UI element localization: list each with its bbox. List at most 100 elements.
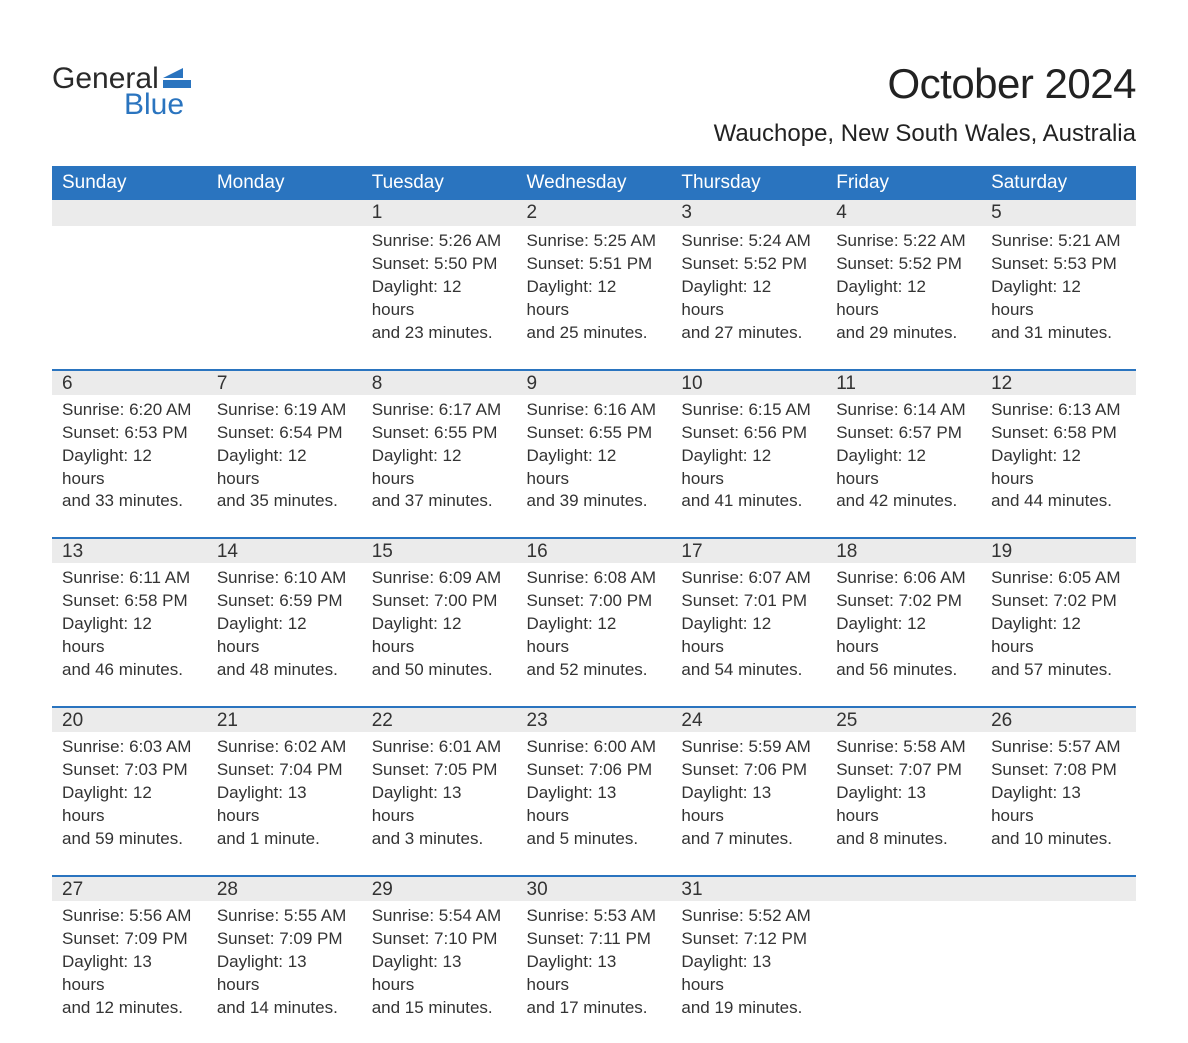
logo-word-blue: Blue	[124, 90, 191, 120]
day-number: 2	[517, 200, 672, 226]
calendar-cell: 20Sunrise: 6:03 AMSunset: 7:03 PMDayligh…	[52, 706, 207, 875]
day-day2: and 39 minutes.	[527, 490, 662, 513]
day-day2: and 56 minutes.	[836, 659, 971, 682]
day-sunrise: Sunrise: 6:16 AM	[527, 399, 662, 422]
day-sunrise: Sunrise: 6:07 AM	[681, 567, 816, 590]
day-day1: Daylight: 13 hours	[217, 782, 352, 828]
day-sunrise: Sunrise: 6:15 AM	[681, 399, 816, 422]
day-day1: Daylight: 12 hours	[62, 445, 197, 491]
day-number: 8	[362, 369, 517, 395]
day-day1: Daylight: 12 hours	[836, 445, 971, 491]
day-number: 16	[517, 537, 672, 563]
day-body: Sunrise: 5:25 AMSunset: 5:51 PMDaylight:…	[517, 226, 672, 369]
day-day2: and 27 minutes.	[681, 322, 816, 345]
day-body: Sunrise: 6:09 AMSunset: 7:00 PMDaylight:…	[362, 563, 517, 706]
day-day2: and 37 minutes.	[372, 490, 507, 513]
calendar-cell: 9 Sunrise: 6:16 AMSunset: 6:55 PMDaylight…	[517, 369, 672, 538]
calendar-cell: 23Sunrise: 6:00 AMSunset: 7:06 PMDayligh…	[517, 706, 672, 875]
day-day1: Daylight: 12 hours	[836, 613, 971, 659]
day-number: 10	[671, 369, 826, 395]
day-body: Sunrise: 6:14 AMSunset: 6:57 PMDaylight:…	[826, 395, 981, 538]
day-sunrise: Sunrise: 6:02 AM	[217, 736, 352, 759]
day-sunset: Sunset: 6:55 PM	[372, 422, 507, 445]
header: General Blue October 2024 Wauchope, New …	[52, 40, 1136, 148]
day-day1: Daylight: 12 hours	[681, 276, 816, 322]
day-sunrise: Sunrise: 5:26 AM	[372, 230, 507, 253]
day-sunrise: Sunrise: 6:08 AM	[527, 567, 662, 590]
calendar-cell: 4Sunrise: 5:22 AMSunset: 5:52 PMDaylight…	[826, 200, 981, 369]
day-number: 28	[207, 875, 362, 901]
day-of-week-row: Sunday Monday Tuesday Wednesday Thursday…	[52, 166, 1136, 200]
calendar-week-row: 27Sunrise: 5:56 AMSunset: 7:09 PMDayligh…	[52, 875, 1136, 1043]
day-sunset: Sunset: 7:03 PM	[62, 759, 197, 782]
day-sunset: Sunset: 7:08 PM	[991, 759, 1126, 782]
day-body: Sunrise: 5:22 AMSunset: 5:52 PMDaylight:…	[826, 226, 981, 369]
dow-thursday: Thursday	[671, 166, 826, 200]
calendar-cell: 10Sunrise: 6:15 AMSunset: 6:56 PMDayligh…	[671, 369, 826, 538]
day-number: 27	[52, 875, 207, 901]
location-subtitle: Wauchope, New South Wales, Australia	[714, 120, 1136, 148]
day-sunset: Sunset: 5:52 PM	[681, 253, 816, 276]
day-sunset: Sunset: 7:12 PM	[681, 928, 816, 951]
day-sunrise: Sunrise: 6:14 AM	[836, 399, 971, 422]
calendar-cell: 3Sunrise: 5:24 AMSunset: 5:52 PMDaylight…	[671, 200, 826, 369]
calendar-cell: 1Sunrise: 5:26 AMSunset: 5:50 PMDaylight…	[362, 200, 517, 369]
calendar-cell	[826, 875, 981, 1043]
day-body: Sunrise: 5:24 AMSunset: 5:52 PMDaylight:…	[671, 226, 826, 369]
day-sunrise: Sunrise: 6:19 AM	[217, 399, 352, 422]
dow-monday: Monday	[207, 166, 362, 200]
day-sunset: Sunset: 6:57 PM	[836, 422, 971, 445]
day-body	[826, 901, 981, 1001]
dow-sunday: Sunday	[52, 166, 207, 200]
day-sunset: Sunset: 7:04 PM	[217, 759, 352, 782]
logo: General Blue	[52, 64, 191, 120]
day-day2: and 15 minutes.	[372, 997, 507, 1020]
day-sunset: Sunset: 6:58 PM	[62, 590, 197, 613]
day-sunset: Sunset: 7:09 PM	[62, 928, 197, 951]
day-sunrise: Sunrise: 6:09 AM	[372, 567, 507, 590]
calendar-cell: 12Sunrise: 6:13 AMSunset: 6:58 PMDayligh…	[981, 369, 1136, 538]
day-day1: Daylight: 12 hours	[217, 445, 352, 491]
day-day2: and 59 minutes.	[62, 828, 197, 851]
day-sunset: Sunset: 6:55 PM	[527, 422, 662, 445]
day-body: Sunrise: 5:57 AMSunset: 7:08 PMDaylight:…	[981, 732, 1136, 875]
day-number: 3	[671, 200, 826, 226]
day-number	[981, 875, 1136, 901]
day-body: Sunrise: 5:21 AMSunset: 5:53 PMDaylight:…	[981, 226, 1136, 369]
day-sunrise: Sunrise: 6:20 AM	[62, 399, 197, 422]
calendar-cell: 29Sunrise: 5:54 AMSunset: 7:10 PMDayligh…	[362, 875, 517, 1043]
day-body: Sunrise: 6:08 AMSunset: 7:00 PMDaylight:…	[517, 563, 672, 706]
day-day1: Daylight: 13 hours	[372, 782, 507, 828]
day-number: 20	[52, 706, 207, 732]
calendar-week-row: 6Sunrise: 6:20 AMSunset: 6:53 PMDaylight…	[52, 369, 1136, 538]
day-day1: Daylight: 12 hours	[681, 613, 816, 659]
calendar-cell: 27Sunrise: 5:56 AMSunset: 7:09 PMDayligh…	[52, 875, 207, 1043]
calendar-cell: 6Sunrise: 6:20 AMSunset: 6:53 PMDaylight…	[52, 369, 207, 538]
dow-tuesday: Tuesday	[362, 166, 517, 200]
day-sunset: Sunset: 6:54 PM	[217, 422, 352, 445]
day-day1: Daylight: 12 hours	[527, 445, 662, 491]
calendar-table: Sunday Monday Tuesday Wednesday Thursday…	[52, 166, 1136, 1043]
calendar-cell: 8Sunrise: 6:17 AMSunset: 6:55 PMDaylight…	[362, 369, 517, 538]
day-body: Sunrise: 6:19 AMSunset: 6:54 PMDaylight:…	[207, 395, 362, 538]
day-day2: and 14 minutes.	[217, 997, 352, 1020]
day-number: 18	[826, 537, 981, 563]
calendar-cell: 19Sunrise: 6:05 AMSunset: 7:02 PMDayligh…	[981, 537, 1136, 706]
day-day2: and 50 minutes.	[372, 659, 507, 682]
day-body	[207, 226, 362, 326]
day-day1: Daylight: 13 hours	[217, 951, 352, 997]
day-sunrise: Sunrise: 6:11 AM	[62, 567, 197, 590]
day-day2: and 10 minutes.	[991, 828, 1126, 851]
day-day2: and 41 minutes.	[681, 490, 816, 513]
day-number: 11	[826, 369, 981, 395]
day-sunset: Sunset: 7:01 PM	[681, 590, 816, 613]
day-sunrise: Sunrise: 6:03 AM	[62, 736, 197, 759]
day-day2: and 17 minutes.	[527, 997, 662, 1020]
day-day2: and 57 minutes.	[991, 659, 1126, 682]
day-number: 23	[517, 706, 672, 732]
day-day2: and 3 minutes.	[372, 828, 507, 851]
day-body: Sunrise: 6:05 AMSunset: 7:02 PMDaylight:…	[981, 563, 1136, 706]
calendar-week-row: 13Sunrise: 6:11 AMSunset: 6:58 PMDayligh…	[52, 537, 1136, 706]
day-number: 9	[517, 369, 672, 395]
day-sunrise: Sunrise: 5:53 AM	[527, 905, 662, 928]
